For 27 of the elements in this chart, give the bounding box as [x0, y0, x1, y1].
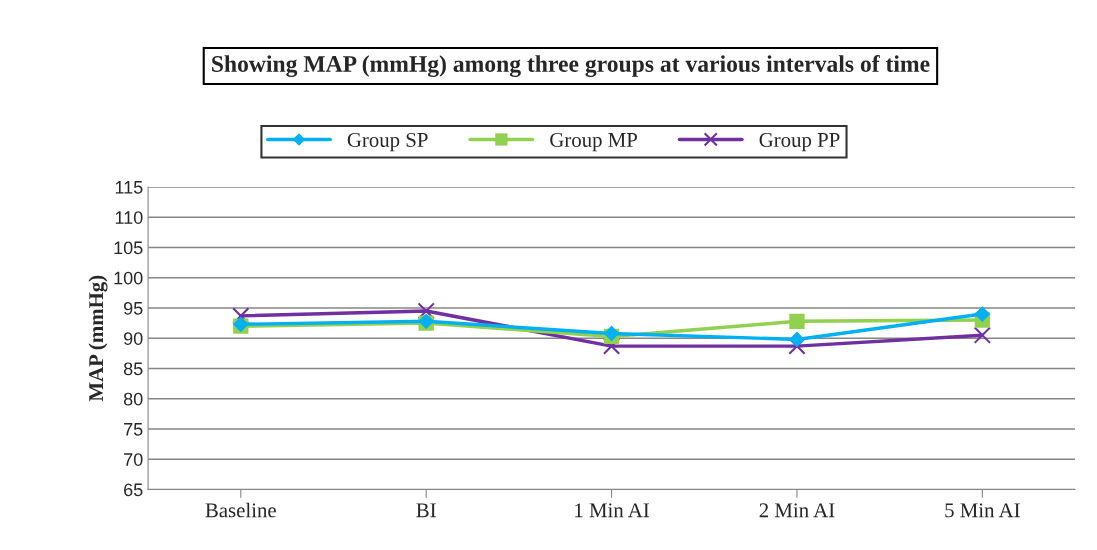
point	[602, 337, 621, 355]
x-tick-label: BI	[416, 503, 436, 518]
y-tick-label: 115	[115, 181, 143, 194]
x-tick-label: 2 Min AI	[759, 503, 835, 518]
point	[973, 326, 992, 344]
y-tick-label: 80	[123, 392, 143, 406]
point	[789, 331, 805, 348]
chart-title: Showing MAP (mmHg) among three groups at various intervals of time	[212, 55, 930, 77]
y-tick-label: 105	[114, 241, 143, 255]
legend-label: Group SP	[347, 132, 428, 152]
y-tick-label: 70	[124, 453, 143, 466]
y-tick-label: 65	[124, 483, 143, 497]
legend-label: Group MP	[550, 132, 638, 152]
y-tick-label: 85	[123, 362, 143, 376]
y-tick-label: 100	[114, 271, 143, 285]
point	[417, 302, 435, 320]
y-axis-title: MAP (mmHg)	[88, 275, 108, 402]
y-tick-label: 95	[124, 301, 143, 315]
y-tick-label: 110	[115, 211, 143, 224]
x-tick-label: 5 Min AI	[945, 503, 1020, 518]
legend-label: Group PP	[759, 132, 840, 152]
y-tick-label: 75	[124, 423, 143, 436]
y-tick-label: 90	[124, 332, 143, 345]
point	[789, 313, 805, 329]
point	[974, 306, 991, 322]
x-tick-label: Baseline	[205, 502, 276, 518]
x-tick-label: 1 Min AI	[575, 503, 650, 518]
